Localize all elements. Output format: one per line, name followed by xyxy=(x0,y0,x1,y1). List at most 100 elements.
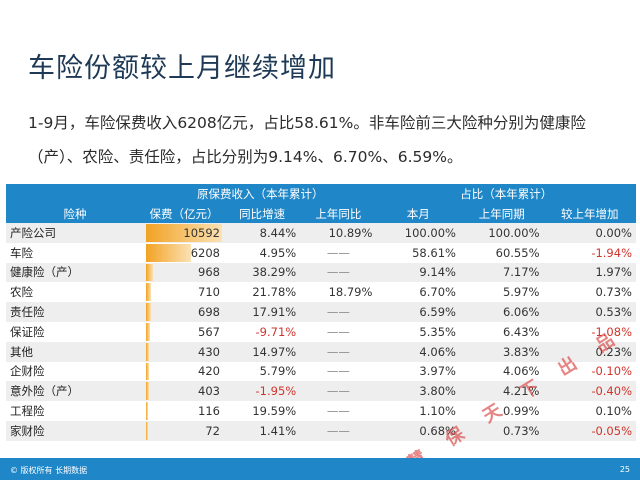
premium-value: 710 xyxy=(198,285,220,300)
table-row: 保证险 567 -9.71% —— 5.35% 6.43% -1.08% xyxy=(6,321,636,342)
prev-year-yoy: —— xyxy=(300,242,377,263)
premium-value: 6208 xyxy=(190,245,220,260)
share-prev-period: 7.17% xyxy=(459,262,544,283)
group-header-share: 占比（本年累计） xyxy=(376,184,636,204)
share-prev-period: 60.55% xyxy=(459,242,544,263)
premium-bar xyxy=(146,421,148,440)
premium-value: 698 xyxy=(198,305,220,320)
row-type-name: 健康险（产） xyxy=(6,262,144,283)
share-change: 0.53% xyxy=(543,302,636,322)
premium-value: 968 xyxy=(198,265,220,280)
yoy-growth: 1.41% xyxy=(224,420,301,441)
share-month: 4.06% xyxy=(376,341,460,362)
premium-cell: 6208 xyxy=(144,242,224,263)
share-month: 6.70% xyxy=(376,282,460,303)
premium-value: 116 xyxy=(198,404,220,419)
share-month: 100.00% xyxy=(376,223,460,243)
share-change: -1.08% xyxy=(543,321,636,342)
table-row: 农险 710 21.78% 18.79% 6.70% 5.97% 0.73% xyxy=(6,282,636,303)
table-row: 工程险 116 19.59% —— 1.10% 0.99% 0.10% xyxy=(6,401,636,421)
prev-year-yoy: —— xyxy=(300,302,377,322)
prev-year-yoy: —— xyxy=(300,361,377,382)
yoy-growth: 14.97% xyxy=(224,341,301,362)
share-month: 5.35% xyxy=(376,321,460,342)
yoy-growth: -1.95% xyxy=(224,381,301,402)
premium-value: 10592 xyxy=(183,225,220,240)
yoy-growth: 8.44% xyxy=(224,223,301,243)
column-header-row: 险种 保费（亿元） 同比增速 上年同比 本月 上年同期 较上年增加 xyxy=(6,204,636,223)
table-row: 责任险 698 17.91% —— 6.59% 6.06% 0.53% xyxy=(6,302,636,322)
share-change: -0.10% xyxy=(543,361,636,382)
table-row: 健康险（产） 968 38.29% —— 9.14% 7.17% 1.97% xyxy=(6,262,636,283)
footer-copyright: © 版权所有 长期数据 xyxy=(10,466,88,475)
share-month: 0.68% xyxy=(376,420,460,441)
premium-cell: 403 xyxy=(144,381,224,402)
premium-value: 567 xyxy=(198,324,220,339)
premium-value: 403 xyxy=(198,384,220,399)
yoy-growth: 4.95% xyxy=(224,242,301,263)
share-change: 0.73% xyxy=(543,282,636,303)
table-row: 企财险 420 5.79% —— 3.97% 4.06% -0.10% xyxy=(6,361,636,382)
col-header-prev-yoy: 上年同比 xyxy=(300,204,377,223)
share-month: 58.61% xyxy=(376,242,460,263)
row-type-name: 其他 xyxy=(6,341,144,362)
premium-bar xyxy=(146,224,222,242)
share-prev-period: 0.73% xyxy=(459,420,544,441)
premium-cell: 698 xyxy=(144,302,224,322)
row-type-name: 农险 xyxy=(6,282,144,303)
premium-bar xyxy=(146,243,191,262)
share-prev-period: 6.06% xyxy=(459,302,544,322)
share-change: 0.00% xyxy=(543,223,636,243)
row-type-name: 工程险 xyxy=(6,401,144,421)
prev-year-yoy: —— xyxy=(300,401,377,421)
premium-cell: 116 xyxy=(144,401,224,421)
row-type-name: 家财险 xyxy=(6,420,144,441)
share-prev-period: 0.99% xyxy=(459,401,544,421)
premium-table: 原保费收入（本年累计） 占比（本年累计） 险种 保费（亿元） 同比增速 上年同比… xyxy=(6,184,636,441)
share-prev-period: 3.83% xyxy=(459,341,544,362)
share-prev-period: 4.21% xyxy=(459,381,544,402)
share-month: 3.97% xyxy=(376,361,460,382)
premium-cell: 968 xyxy=(144,262,224,283)
premium-bar xyxy=(146,263,153,282)
group-header-premium: 原保费收入（本年累计） xyxy=(144,184,377,204)
yoy-growth: 5.79% xyxy=(224,361,301,382)
premium-value: 430 xyxy=(198,344,220,359)
yoy-growth: -9.71% xyxy=(224,321,301,342)
table-body: 产险公司 10592 8.44% 10.89% 100.00% 100.00% 0.00% 车… xyxy=(6,223,636,441)
group-header-blank xyxy=(6,184,144,204)
prev-year-yoy: —— xyxy=(300,341,377,362)
yoy-growth: 17.91% xyxy=(224,302,301,322)
share-change: 1.97% xyxy=(543,262,636,283)
premium-cell: 420 xyxy=(144,361,224,382)
prev-year-yoy: 10.89% xyxy=(300,223,377,243)
premium-bar xyxy=(146,303,151,321)
table-row: 其他 430 14.97% —— 4.06% 3.83% 0.23% xyxy=(6,341,636,362)
share-prev-period: 6.43% xyxy=(459,321,544,342)
table-row: 家财险 72 1.41% —— 0.68% 0.73% -0.05% xyxy=(6,420,636,441)
page-title: 车险份额较上月继续增加 xyxy=(28,53,336,84)
premium-value: 72 xyxy=(205,423,220,438)
col-header-change: 较上年增加 xyxy=(543,204,636,223)
share-month: 3.80% xyxy=(376,381,460,402)
premium-bar xyxy=(146,322,151,341)
col-header-type: 险种 xyxy=(6,204,144,223)
premium-cell: 710 xyxy=(144,282,224,303)
share-prev-period: 5.97% xyxy=(459,282,544,303)
col-header-premium: 保费（亿元） xyxy=(144,204,224,223)
prev-year-yoy: —— xyxy=(300,381,377,402)
table-row: 车险 6208 4.95% —— 58.61% 60.55% -1.94% xyxy=(6,242,636,263)
share-prev-period: 100.00% xyxy=(459,223,544,243)
share-month: 9.14% xyxy=(376,262,460,283)
row-type-name: 责任险 xyxy=(6,302,144,322)
row-type-name: 意外险（产） xyxy=(6,381,144,402)
prev-year-yoy: —— xyxy=(300,262,377,283)
share-change: 0.23% xyxy=(543,341,636,362)
col-header-month: 本月 xyxy=(376,204,460,223)
col-header-yoy: 同比增速 xyxy=(224,204,301,223)
footer-bar: © 版权所有 长期数据 25 xyxy=(0,458,640,480)
premium-bar xyxy=(146,382,149,401)
premium-cell: 10592 xyxy=(144,223,224,243)
prev-year-yoy: —— xyxy=(300,321,377,342)
share-month: 1.10% xyxy=(376,401,460,421)
